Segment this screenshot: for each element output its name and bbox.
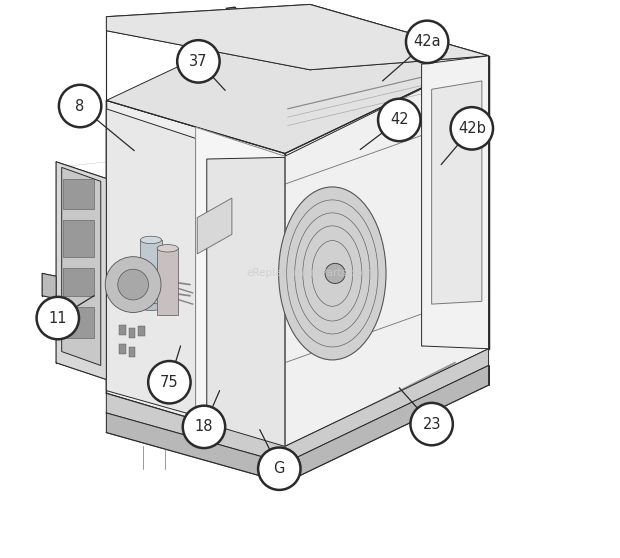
Bar — [63, 268, 94, 296]
Ellipse shape — [157, 244, 179, 252]
Circle shape — [148, 361, 190, 403]
Polygon shape — [107, 349, 489, 463]
Bar — [128, 328, 135, 338]
Text: 42: 42 — [390, 113, 409, 127]
Bar — [63, 179, 94, 209]
Text: 75: 75 — [160, 375, 179, 389]
Ellipse shape — [140, 236, 162, 244]
Bar — [138, 326, 145, 336]
Circle shape — [183, 406, 225, 448]
Circle shape — [59, 85, 101, 127]
Text: 37: 37 — [189, 54, 208, 69]
Polygon shape — [107, 4, 489, 153]
Ellipse shape — [278, 187, 386, 360]
Bar — [140, 240, 162, 307]
Polygon shape — [107, 365, 489, 483]
Polygon shape — [42, 273, 56, 299]
Polygon shape — [61, 167, 100, 365]
Bar — [119, 344, 126, 354]
Text: 8: 8 — [76, 99, 85, 113]
Bar — [157, 248, 179, 315]
Polygon shape — [196, 127, 285, 446]
Circle shape — [410, 403, 453, 445]
Polygon shape — [207, 157, 285, 449]
Circle shape — [118, 269, 148, 300]
Polygon shape — [107, 109, 196, 416]
Circle shape — [378, 99, 420, 141]
Bar — [119, 325, 126, 335]
Text: eReplacementParts.com: eReplacementParts.com — [247, 268, 373, 278]
Text: 42b: 42b — [458, 121, 485, 136]
Polygon shape — [285, 56, 489, 446]
Text: G: G — [273, 461, 285, 476]
Circle shape — [37, 297, 79, 339]
Bar — [63, 220, 94, 257]
Circle shape — [177, 40, 219, 83]
Polygon shape — [107, 4, 489, 70]
Circle shape — [406, 21, 448, 63]
Polygon shape — [432, 81, 482, 304]
Text: 23: 23 — [422, 417, 441, 431]
Bar — [63, 307, 94, 338]
Circle shape — [325, 263, 345, 283]
Polygon shape — [107, 100, 285, 446]
Text: 11: 11 — [48, 311, 67, 325]
Polygon shape — [285, 56, 489, 446]
Polygon shape — [197, 198, 232, 254]
Text: 42a: 42a — [414, 35, 441, 49]
Polygon shape — [422, 56, 489, 349]
Circle shape — [451, 107, 493, 150]
Circle shape — [258, 448, 301, 490]
Ellipse shape — [140, 303, 162, 311]
Circle shape — [105, 257, 161, 312]
Text: 18: 18 — [195, 420, 213, 434]
Polygon shape — [56, 162, 107, 379]
Bar — [128, 347, 135, 357]
